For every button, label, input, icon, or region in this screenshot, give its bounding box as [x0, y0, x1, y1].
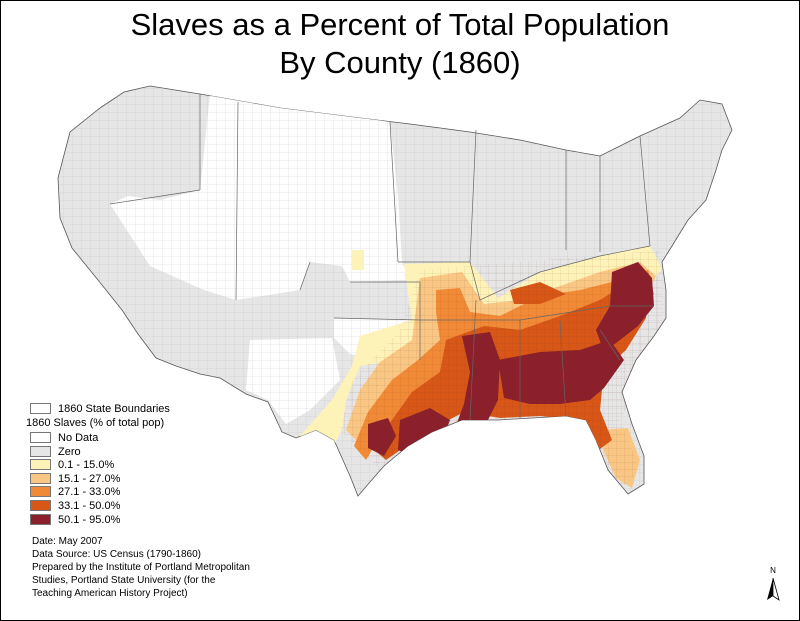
state-boundaries — [109, 94, 654, 421]
title-line-2: By County (1860) — [279, 45, 521, 80]
legend-swatch — [30, 500, 51, 511]
legend-swatch — [30, 513, 51, 525]
map-title: Slaves as a Percent of Total Population … — [0, 6, 800, 82]
legend-heading: 1860 Slaves (% of total pop) — [26, 416, 164, 430]
legend-boundaries-label: 1860 State Boundaries — [58, 403, 170, 415]
credit-prepared-2: Studies, Portland State University (for … — [32, 575, 216, 586]
credit-prepared-3: Teaching American History Project) — [32, 588, 188, 599]
legend-swatch — [30, 432, 51, 443]
legend-class-label: No Data — [58, 432, 99, 444]
legend-heading-text: 1860 Slaves (% of total pop) — [26, 417, 165, 429]
north-arrow-icon: N — [762, 566, 784, 606]
us-county-map — [57, 85, 733, 497]
title-line-1: Slaves as a Percent of Total Population — [130, 7, 670, 42]
north-letter: N — [770, 566, 776, 575]
legend-class-label: 50.1 - 95.0% — [58, 513, 121, 526]
legend-class-label: 15.1 - 27.0% — [58, 472, 121, 485]
legend-class-label: 33.1 - 50.0% — [58, 500, 121, 512]
legend-swatch — [30, 486, 51, 498]
legend-class-label: Zero — [58, 445, 81, 458]
legend-swatch — [30, 445, 51, 457]
legend-swatch — [30, 472, 51, 484]
slave-band-0-15-kansas — [352, 250, 364, 270]
credit-date: Date: May 2007 — [32, 536, 103, 547]
legend-class-label: 27.1 - 33.0% — [58, 486, 121, 499]
legend-class-label: 0.1 - 15.0% — [58, 459, 115, 472]
map-credits: Date: May 2007 Data Source: US Census (1… — [32, 535, 250, 600]
legend-swatch — [30, 459, 51, 471]
credit-source: Data Source: US Census (1790-1860) — [32, 549, 201, 560]
legend-boundary-swatch — [30, 403, 51, 414]
credit-prepared-1: Prepared by the Institute of Portland Me… — [32, 562, 250, 573]
